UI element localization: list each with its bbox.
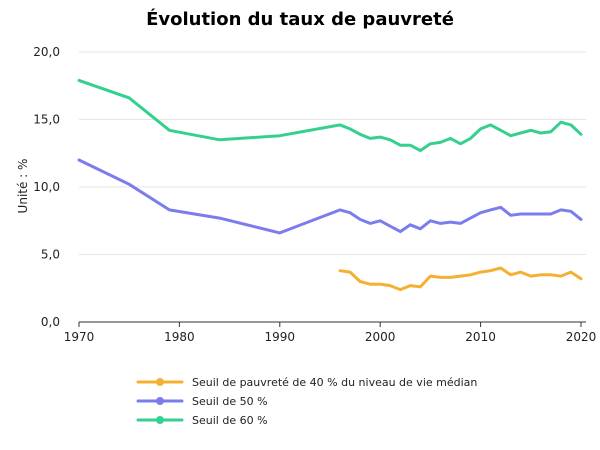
y-axis-label: Unité : % xyxy=(16,159,30,214)
y-tick-label: 0,0 xyxy=(41,315,60,329)
x-tick-label: 1990 xyxy=(265,330,296,344)
legend-item-3[interactable]: Seuil de 60 % xyxy=(136,414,268,427)
y-tick-label: 5,0 xyxy=(41,248,60,262)
series-line-2 xyxy=(77,158,583,235)
legend-marker xyxy=(156,378,164,386)
series-line-1 xyxy=(338,266,583,292)
grid-lines xyxy=(79,51,586,255)
series-lines xyxy=(77,78,583,292)
legend-label: Seuil de 60 % xyxy=(192,414,268,427)
axes: 0,0 5,0 10,0 15,0 20,0 1970 1980 1990 2000 2010 20… xyxy=(33,45,596,344)
legend-marker xyxy=(156,416,164,424)
x-tick-label: 2010 xyxy=(465,330,496,344)
legend[interactable]: Seuil de pauvreté de 40 % du niveau de v… xyxy=(136,376,477,427)
x-tick-label: 2020 xyxy=(566,330,597,344)
y-tick-label: 20,0 xyxy=(33,45,60,59)
legend-marker xyxy=(156,397,164,405)
chart-title: Évolution du taux de pauvreté xyxy=(146,8,454,30)
legend-item-1[interactable]: Seuil de pauvreté de 40 % du niveau de v… xyxy=(136,376,477,389)
y-tick-label: 10,0 xyxy=(33,180,60,194)
legend-label: Seuil de pauvreté de 40 % du niveau de v… xyxy=(192,376,477,389)
legend-item-2[interactable]: Seuil de 50 % xyxy=(136,395,268,408)
series-line-3 xyxy=(77,78,583,153)
y-tick-label: 15,0 xyxy=(33,113,60,127)
legend-label: Seuil de 50 % xyxy=(192,395,268,408)
x-tick-label: 1980 xyxy=(164,330,195,344)
x-tick-label: 1970 xyxy=(64,330,95,344)
x-tick-label: 2000 xyxy=(365,330,396,344)
